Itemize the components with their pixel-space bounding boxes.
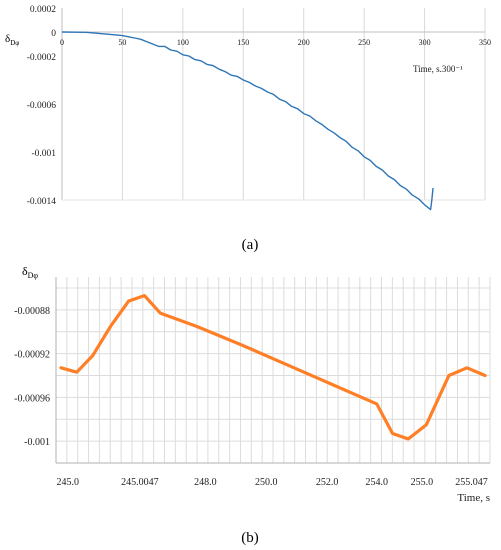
y-tick-label-a: -0.0002 [27,53,57,63]
x-axis-title-a: Time, s.300⁻¹ [413,64,463,74]
y-tick-label-b: -0.00096 [14,393,50,404]
y-tick-label-a: -0.0006 [27,101,57,111]
y-tick-label-a: -0.0014 [27,197,57,207]
y-tick-label-a: 0.0002 [30,5,56,15]
x-tick-label-b: 255.0 [411,477,434,488]
x-tick-label-a: 100 [177,38,189,47]
x-tick-label-a: 0 [60,38,64,47]
x-tick-label-a: 250 [358,38,370,47]
x-tick-label-a: 200 [298,38,310,47]
panel-label-a: (a) [242,237,259,253]
x-tick-label-a: 350 [479,38,491,47]
series-line-a [61,31,434,211]
y-tick-label-b: -0.00088 [14,306,50,317]
x-tick-label-b: 245.0047 [121,477,159,488]
x-tick-label-a: 300 [419,38,431,47]
y-tick-label-a: 0 [51,29,56,39]
y-tick-label-a: -0.001 [31,149,56,159]
x-tick-label-b: 252.0 [316,477,339,488]
x-tick-label-a: 150 [237,38,249,47]
y-tick-label-b: -0.001 [24,437,50,448]
x-tick-label-a: 50 [118,38,126,47]
y-tick-label-b: -0.00092 [14,350,50,361]
x-tick-label-b: 255.047 [455,477,488,488]
x-tick-label-b: 248.0 [194,477,217,488]
x-axis-title-b: Time, s [457,492,490,504]
y-axis-title-a: δDφ [5,33,19,47]
x-tick-label-b: 250.0 [255,477,278,488]
x-tick-label-b: 254.0 [365,477,388,488]
panel-label-b: (b) [241,530,259,546]
x-tick-label-b: 245.0 [57,477,80,488]
series-line-b [59,294,487,441]
y-axis-title-b: δDφ [22,264,38,280]
